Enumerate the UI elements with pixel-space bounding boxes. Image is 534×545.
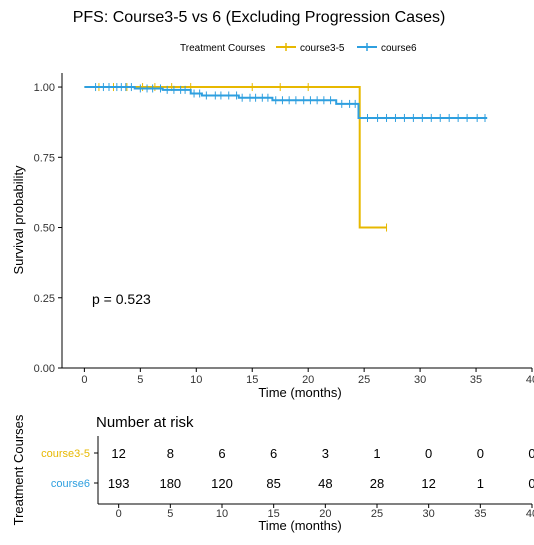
x-tick-label: 0 (81, 374, 87, 386)
risk-x-tick-label: 25 (371, 508, 383, 520)
p-value-annotation: p = 0.523 (92, 291, 151, 307)
x-tick-label: 25 (358, 374, 370, 386)
x-tick-label: 35 (470, 374, 482, 386)
risk-x-tick-label: 20 (319, 508, 331, 520)
risk-count-course3-5: 12 (111, 446, 125, 461)
chart-title: PFS: Course3-5 vs 6 (Excluding Progressi… (73, 9, 446, 26)
risk-count-course3-5: 1 (373, 446, 380, 461)
risk-x-tick-label: 10 (216, 508, 228, 520)
risk-table-y-title: Treatment Courses (11, 414, 26, 525)
risk-count-course3-5: 0 (477, 446, 484, 461)
risk-count-course6: 28 (370, 476, 384, 491)
risk-x-tick-label: 15 (268, 508, 280, 520)
risk-x-tick-label: 5 (167, 508, 173, 520)
legend: Treatment Courses course3-5 course6 (180, 43, 417, 54)
risk-x-tick-label: 40 (526, 508, 534, 520)
y-ticks: 0.00 0.25 0.50 0.75 1.00 (34, 82, 62, 375)
y-tick-label: 1.00 (34, 82, 55, 94)
survival-curves (84, 83, 488, 232)
legend-label-course3-5: course3-5 (300, 43, 345, 54)
y-axis-title: Survival probability (11, 165, 26, 275)
y-tick-label: 0.75 (34, 152, 55, 164)
x-tick-label: 10 (190, 374, 202, 386)
legend-title: Treatment Courses (180, 43, 265, 54)
risk-count-course6: 120 (211, 476, 233, 491)
risk-table-axes (97, 436, 532, 505)
risk-x-tick-label: 30 (423, 508, 435, 520)
risk-table-title: Number at risk (96, 414, 194, 431)
x-axis-title: Time (months) (258, 385, 341, 400)
x-ticks: 0 5 10 15 20 25 30 35 40 (81, 368, 534, 386)
risk-x-tick-label: 0 (116, 508, 122, 520)
x-tick-label: 40 (526, 374, 534, 386)
x-tick-label: 5 (137, 374, 143, 386)
risk-x-tick-label: 35 (474, 508, 486, 520)
risk-count-course3-5: 3 (322, 446, 329, 461)
risk-table-x-ticks: 0 5 10 15 20 25 30 35 40 (116, 504, 534, 520)
y-tick-label: 0.25 (34, 293, 55, 305)
risk-count-course6: 12 (421, 476, 435, 491)
risk-count-course3-5: 6 (218, 446, 225, 461)
risk-count-course6: 48 (318, 476, 332, 491)
legend-label-course6: course6 (381, 43, 417, 54)
x-tick-label: 20 (302, 374, 314, 386)
km-curve-course3-5 (84, 86, 387, 229)
risk-row-label-course6: course6 (51, 478, 90, 490)
x-tick-label: 15 (246, 374, 258, 386)
risk-count-course6: 1 (477, 476, 484, 491)
risk-count-course3-5: 8 (167, 446, 174, 461)
risk-count-course6: 193 (108, 476, 130, 491)
y-tick-label: 0.00 (34, 363, 55, 375)
risk-count-course6: 180 (159, 476, 181, 491)
y-tick-label: 0.50 (34, 223, 55, 235)
risk-table-x-title: Time (months) (258, 518, 341, 533)
km-curve-course6 (84, 86, 488, 119)
risk-row-label-course3-5: course3-5 (41, 448, 90, 460)
risk-count-course6: 85 (266, 476, 280, 491)
risk-count-course6: 0 (528, 476, 534, 491)
risk-count-course3-5: 0 (425, 446, 432, 461)
risk-count-course3-5: 6 (270, 446, 277, 461)
x-tick-label: 30 (414, 374, 426, 386)
risk-count-course3-5: 0 (528, 446, 534, 461)
